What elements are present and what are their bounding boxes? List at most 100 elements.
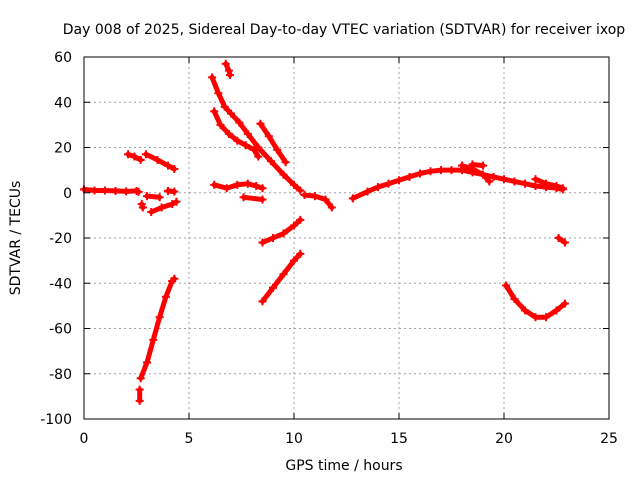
y-tick-label: -40: [49, 276, 72, 292]
data-point: [153, 155, 162, 164]
data-point: [384, 179, 393, 188]
data-point: [233, 136, 242, 145]
series-arc-10: [208, 73, 305, 195]
data-point: [170, 274, 179, 283]
series-arc-7: [164, 186, 179, 196]
data-point: [164, 161, 172, 170]
data-point: [416, 169, 424, 178]
data-point: [122, 187, 130, 196]
data-point: [531, 181, 540, 190]
data-point: [279, 170, 288, 179]
data-point: [311, 192, 319, 201]
data-point: [279, 270, 288, 279]
series-arc-9: [135, 385, 144, 405]
y-axis-label: SDTVAR / TECUs: [8, 181, 24, 296]
data-point: [300, 191, 309, 200]
series-arc-22: [531, 175, 567, 193]
data-point: [124, 150, 133, 159]
data-point: [233, 180, 242, 189]
data-point: [258, 195, 267, 204]
data-point: [269, 234, 277, 242]
data-point: [279, 229, 288, 238]
series-line: [459, 163, 492, 184]
data-point: [426, 167, 435, 176]
data-point: [348, 194, 357, 203]
data-point: [208, 73, 217, 82]
y-tick-label: -20: [49, 231, 72, 247]
data-point: [143, 192, 151, 201]
data-point: [327, 203, 336, 212]
data-point: [290, 180, 298, 189]
data-point: [258, 297, 267, 306]
data-point: [221, 59, 230, 68]
axis-ticks: 0 5 10 15 20 25 -100 -80 -60 -40 -20 0 20 40 60: [40, 50, 618, 447]
data-point: [220, 102, 229, 111]
data-point: [141, 150, 150, 159]
data-point: [168, 200, 177, 209]
data-point: [273, 145, 282, 154]
data-point: [296, 215, 305, 224]
data-point: [222, 184, 231, 193]
data-point: [560, 238, 569, 247]
data-point: [290, 221, 298, 230]
data-point: [235, 118, 244, 127]
series-arc-5: [143, 192, 164, 202]
series-line: [302, 192, 335, 210]
data-point: [321, 195, 330, 204]
data-point: [558, 184, 567, 193]
data-point: [243, 179, 252, 188]
grid: [84, 57, 609, 419]
data-point: [554, 234, 563, 242]
data-point: [135, 396, 144, 405]
data-point: [101, 186, 109, 195]
data-point: [502, 281, 511, 290]
series-arc-11: [210, 107, 263, 161]
series-arc-24: [554, 234, 569, 247]
data-point: [138, 203, 147, 212]
data-point: [485, 177, 494, 186]
x-tick-label: 10: [285, 431, 303, 447]
data-point: [405, 172, 414, 181]
series-arc-18: [300, 191, 336, 212]
data-point: [521, 306, 529, 315]
data-point: [214, 89, 223, 98]
data-point: [250, 145, 259, 154]
data-point: [437, 166, 445, 175]
data-point: [479, 170, 487, 179]
data-point: [542, 179, 550, 188]
data-point: [560, 299, 569, 308]
data-point: [374, 183, 382, 192]
data-point: [296, 186, 305, 195]
y-tick-label: 0: [63, 186, 72, 202]
data-point: [155, 193, 164, 202]
data-point: [149, 335, 158, 344]
data-point: [447, 166, 456, 175]
data-point: [155, 313, 164, 322]
data-point: [143, 358, 151, 367]
series-arc-2: [124, 150, 145, 164]
x-tick-label: 25: [600, 431, 618, 447]
data-point: [542, 313, 550, 322]
data-point: [227, 109, 235, 118]
data-point: [135, 385, 144, 394]
data-point: [170, 187, 179, 196]
data-point: [510, 177, 519, 186]
chart-title: Day 008 of 2025, Sidereal Day-to-day VTE…: [63, 22, 626, 38]
data-point: [500, 175, 508, 184]
data-point: [136, 374, 145, 383]
data-point: [256, 119, 265, 128]
series-arc-17: [258, 249, 305, 306]
series-arc-19: [348, 166, 567, 203]
data-point: [489, 172, 498, 181]
x-tick-label: 20: [495, 431, 513, 447]
data-point: [172, 197, 181, 206]
data-point: [468, 160, 477, 169]
data-point: [170, 164, 179, 173]
y-tick-label: -80: [49, 367, 72, 383]
data-point: [458, 161, 466, 170]
data-point: [136, 155, 145, 164]
series-arc-21: [468, 160, 487, 170]
data-point: [521, 179, 529, 188]
data-point: [479, 161, 487, 170]
